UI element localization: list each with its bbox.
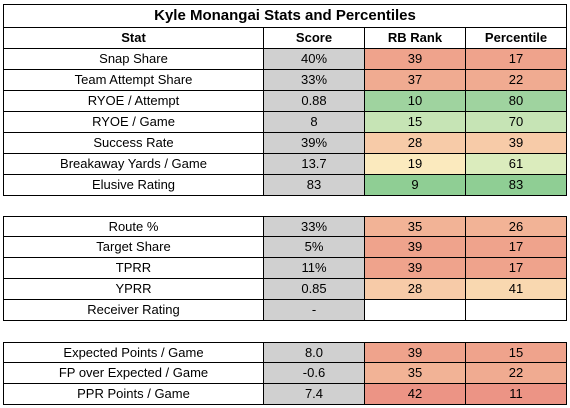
table-row: PPR Points / Game 7.4 42 11 xyxy=(0,384,570,405)
stat-percentile: 22 xyxy=(466,70,567,91)
stat-percentile: 70 xyxy=(466,112,567,133)
stat-rb-rank: 10 xyxy=(365,91,466,112)
stat-rb-rank: 37 xyxy=(365,70,466,91)
stat-score: 13.7 xyxy=(264,154,365,175)
table-row: YPRR 0.85 28 41 xyxy=(0,279,570,300)
stat-percentile: 80 xyxy=(466,91,567,112)
stat-percentile: 83 xyxy=(466,175,567,196)
stat-percentile xyxy=(466,300,567,321)
stat-rb-rank: 35 xyxy=(365,363,466,384)
stat-score: 7.4 xyxy=(264,384,365,405)
table-row: Snap Share 40% 39 17 xyxy=(0,49,570,70)
stat-rb-rank: 15 xyxy=(365,112,466,133)
stat-rb-rank: 39 xyxy=(365,237,466,258)
header-score: Score xyxy=(264,28,365,49)
stat-score: 5% xyxy=(264,237,365,258)
stat-rb-rank: 28 xyxy=(365,279,466,300)
table-row: Route % 33% 35 26 xyxy=(0,216,570,237)
stat-score: 8 xyxy=(264,112,365,133)
stat-percentile: 17 xyxy=(466,237,567,258)
stat-rb-rank: 39 xyxy=(365,49,466,70)
stat-name: Route % xyxy=(3,216,264,237)
stat-score: 33% xyxy=(264,70,365,91)
stat-percentile: 15 xyxy=(466,342,567,363)
stat-rb-rank: 28 xyxy=(365,133,466,154)
stat-score: 0.88 xyxy=(264,91,365,112)
table-row: FP over Expected / Game -0.6 35 22 xyxy=(0,363,570,384)
stat-name: Expected Points / Game xyxy=(3,342,264,363)
stat-rb-rank xyxy=(365,300,466,321)
stat-score: 8.0 xyxy=(264,342,365,363)
stat-score: -0.6 xyxy=(264,363,365,384)
stat-name: YPRR xyxy=(3,279,264,300)
table-row: Expected Points / Game 8.0 39 15 xyxy=(0,342,570,363)
stat-percentile: 22 xyxy=(466,363,567,384)
stat-name: FP over Expected / Game xyxy=(3,363,264,384)
stat-rb-rank: 39 xyxy=(365,342,466,363)
stat-rb-rank: 42 xyxy=(365,384,466,405)
stat-name: RYOE / Attempt xyxy=(3,91,264,112)
stat-percentile: 17 xyxy=(466,49,567,70)
stat-score: 11% xyxy=(264,258,365,279)
table-row: Breakaway Yards / Game 13.7 19 61 xyxy=(0,154,570,175)
table-row: RYOE / Game 8 15 70 xyxy=(0,112,570,133)
stat-name: Receiver Rating xyxy=(3,300,264,321)
stat-name: Target Share xyxy=(3,237,264,258)
header-percentile: Percentile xyxy=(466,28,567,49)
stat-score: 0.85 xyxy=(264,279,365,300)
stat-percentile: 61 xyxy=(466,154,567,175)
header-rb-rank: RB Rank xyxy=(365,28,466,49)
stat-name: Breakaway Yards / Game xyxy=(3,154,264,175)
stat-percentile: 11 xyxy=(466,384,567,405)
sheet-title: Kyle Monangai Stats and Percentiles xyxy=(3,4,567,28)
stat-percentile: 39 xyxy=(466,133,567,154)
table-row: RYOE / Attempt 0.88 10 80 xyxy=(0,91,570,112)
stat-rb-rank: 39 xyxy=(365,258,466,279)
table-row: Success Rate 39% 28 39 xyxy=(0,133,570,154)
table-row: TPRR 11% 39 17 xyxy=(0,258,570,279)
table-row: Elusive Rating 83 9 83 xyxy=(0,175,570,196)
stat-rb-rank: 9 xyxy=(365,175,466,196)
stat-score: 83 xyxy=(264,175,365,196)
stat-name: Team Attempt Share xyxy=(3,70,264,91)
stat-percentile: 17 xyxy=(466,258,567,279)
table-row: Team Attempt Share 33% 37 22 xyxy=(0,70,570,91)
stat-rb-rank: 35 xyxy=(365,216,466,237)
stat-name: RYOE / Game xyxy=(3,112,264,133)
stat-score: 33% xyxy=(264,216,365,237)
stat-score: 40% xyxy=(264,49,365,70)
table-row: Receiver Rating - xyxy=(0,300,570,321)
table-row: Target Share 5% 39 17 xyxy=(0,237,570,258)
stat-name: Success Rate xyxy=(3,133,264,154)
header-stat: Stat xyxy=(3,28,264,49)
stat-percentile: 26 xyxy=(466,216,567,237)
stat-name: Elusive Rating xyxy=(3,175,264,196)
stat-name: TPRR xyxy=(3,258,264,279)
stat-name: PPR Points / Game xyxy=(3,384,264,405)
stat-score: 39% xyxy=(264,133,365,154)
stat-score: - xyxy=(264,300,365,321)
stat-percentile: 41 xyxy=(466,279,567,300)
header-row: Stat Score RB Rank Percentile xyxy=(0,28,570,49)
stat-rb-rank: 19 xyxy=(365,154,466,175)
stat-name: Snap Share xyxy=(3,49,264,70)
